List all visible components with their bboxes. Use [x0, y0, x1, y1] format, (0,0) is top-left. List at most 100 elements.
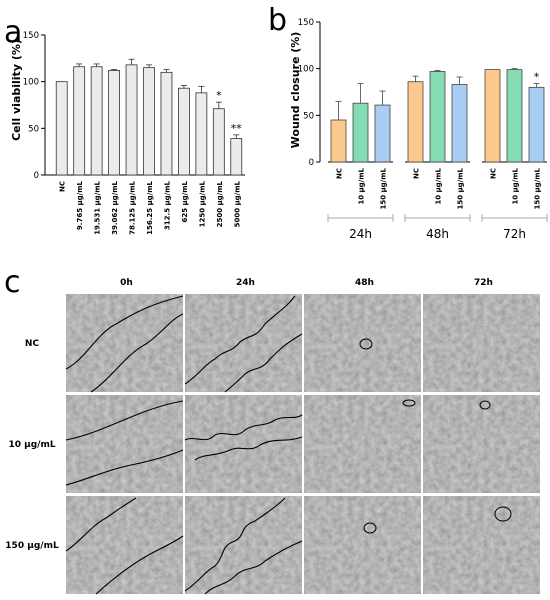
bar-a [55, 81, 68, 176]
time-column-label: 72h [474, 278, 493, 288]
wound-edge-line [65, 400, 184, 441]
micrograph-texture [66, 395, 183, 493]
micrograph-tile [304, 294, 421, 392]
residual-gap-outline [494, 506, 512, 522]
x-tick-label-b: 150 μg/mL [457, 167, 465, 209]
bar-a [108, 70, 120, 176]
micrograph-texture [66, 294, 183, 392]
bar-b [506, 69, 523, 163]
bar-a [160, 71, 173, 176]
x-tick-label-b: 150 μg/mL [534, 167, 542, 209]
bar-b [330, 119, 347, 163]
time-column-label: 24h [236, 278, 255, 288]
micrograph-grid: 0h 24h 48h 72h NC 10 μg/mL 150 μg/mL [5, 278, 540, 595]
treatment-row-label: 150 μg/mL [5, 541, 59, 551]
micrograph-tile [184, 294, 303, 393]
y-tick-label-a: 50 [28, 124, 39, 134]
x-tick-label-a: 1250 μg/mL [198, 180, 206, 227]
bar-b [528, 86, 545, 163]
wound-edge-line [95, 535, 184, 595]
bar-a [195, 92, 208, 176]
micrograph-tile [304, 496, 421, 594]
residual-gap-outline [363, 522, 377, 534]
x-tick-label-a: 156.25 μg/mL [146, 180, 154, 234]
wound-edge-line [65, 449, 184, 486]
x-tick-label-b: NC [336, 168, 344, 179]
group-label-b: 24h [349, 227, 372, 241]
x-tick-label-b: 10 μg/mL [512, 167, 520, 204]
x-tick-label-b: 150 μg/mL [380, 167, 388, 209]
x-tick-label-a: NC [59, 181, 67, 192]
x-tick-label-a: 19.531 μg/mL [94, 180, 102, 234]
bar-a [125, 64, 138, 176]
chart-wound-closure: Wound closure (%) 0 50 100 150 NC 10 μg/mL 150… [289, 18, 548, 241]
bar-a [90, 66, 103, 176]
micrograph-tile [423, 395, 540, 493]
x-tick-label-b: 10 μg/mL [435, 167, 443, 204]
wound-edge-line [224, 333, 303, 393]
bar-a [73, 66, 86, 176]
x-tick-label-a: 39.062 μg/mL [111, 180, 119, 234]
x-tick-label-a: 9.765 μg/mL [76, 180, 84, 230]
wound-edge-line [194, 436, 303, 461]
micrograph-tile [423, 496, 540, 594]
time-column-label: 48h [355, 278, 374, 288]
significance-marker-b: * [534, 71, 540, 84]
panel-label-b: b [268, 3, 287, 38]
micrograph-texture [423, 294, 540, 392]
micrograph-tile [65, 294, 184, 393]
micrograph-tile [304, 395, 421, 493]
wound-edge-line [65, 497, 137, 552]
treatment-row-label: 10 μg/mL [8, 440, 55, 450]
y-tick-label-b: 0 [309, 158, 314, 168]
micrograph-texture [304, 294, 421, 392]
x-tick-label-a: 312.5 μg/mL [163, 180, 171, 230]
x-tick-label-a: 2500 μg/mL [216, 180, 224, 227]
significance-marker-a: ** [231, 122, 243, 135]
residual-gap-outline [359, 338, 373, 350]
bar-b [407, 81, 424, 163]
x-tick-label-b: NC [490, 168, 498, 179]
bar-a [178, 87, 190, 176]
micrograph-texture [304, 496, 421, 594]
micrograph-tile [184, 496, 303, 595]
bar-a [212, 108, 225, 176]
group-label-b: 72h [503, 227, 526, 241]
x-tick-label-b: 10 μg/mL [358, 167, 366, 204]
micrograph-texture [304, 395, 421, 493]
micrograph-texture [185, 496, 302, 594]
micrograph-tile [184, 395, 303, 493]
bar-b [429, 71, 446, 163]
x-tick-label-b: NC [413, 168, 421, 179]
x-tick-label-a: 5000 μg/mL [233, 180, 241, 227]
micrograph-tile [65, 395, 184, 493]
residual-gap-outline [402, 399, 416, 407]
group-label-b: 48h [426, 227, 449, 241]
wound-edge-line [184, 414, 303, 441]
micrograph-texture [66, 496, 183, 594]
micrograph-texture [185, 395, 302, 493]
micrograph-tile [423, 294, 540, 392]
significance-marker-a: * [216, 89, 222, 102]
micrograph-tile [65, 496, 184, 595]
y-tick-label-b: 100 [298, 65, 314, 75]
y-tick-label-a: 100 [23, 78, 39, 88]
x-tick-label-a: 78.125 μg/mL [129, 180, 137, 234]
bar-a [230, 138, 243, 176]
wound-edge-line [65, 295, 184, 370]
wound-edge-line [204, 540, 303, 595]
wound-edge-line [184, 497, 286, 592]
bar-b [374, 104, 391, 163]
micrograph-texture [423, 496, 540, 594]
treatment-row-label: NC [25, 339, 40, 349]
y-tick-label-a: 0 [34, 171, 39, 181]
bar-b [352, 102, 369, 163]
bar-a [143, 67, 155, 176]
y-tick-label-b: 50 [303, 111, 314, 121]
wound-edge-line [90, 313, 184, 393]
micrograph-texture [423, 395, 540, 493]
residual-gap-outline [479, 400, 491, 410]
x-tick-label-a: 625 μg/mL [181, 180, 189, 222]
bar-b [451, 84, 468, 163]
